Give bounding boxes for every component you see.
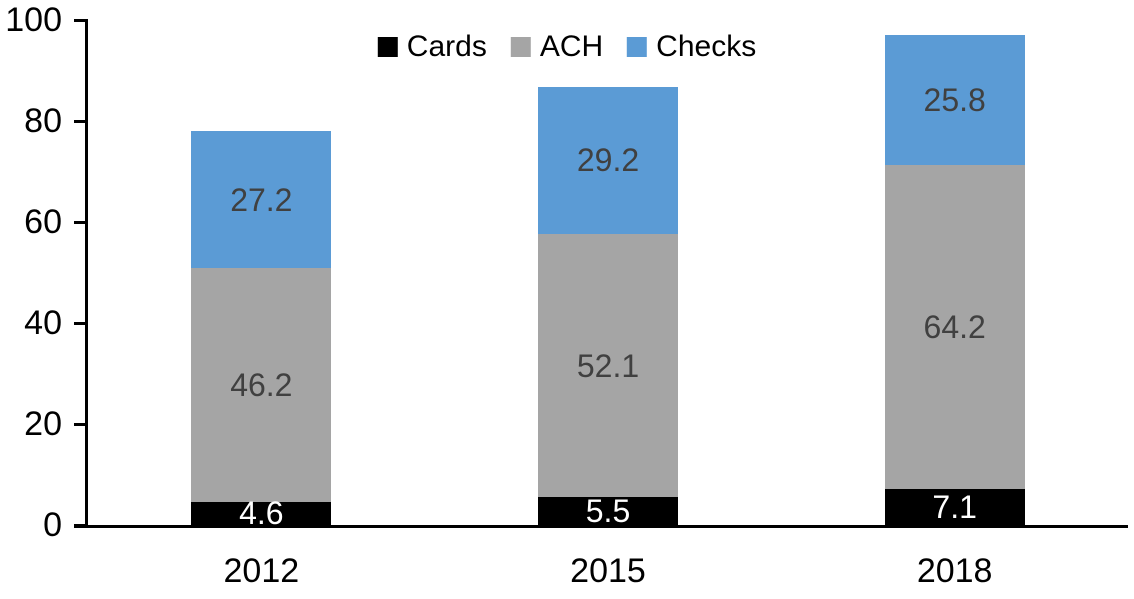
bar-segment-checks-2012 [191, 131, 332, 269]
legend-label-checks: Checks [656, 30, 757, 63]
data-label-ach-2012: 46.2 [230, 367, 293, 404]
x-axis-category-label: 2012 [223, 552, 300, 590]
data-label-ach-2018: 64.2 [923, 309, 986, 346]
x-axis-category-label: 2018 [916, 552, 993, 590]
data-label-checks-2015: 29.2 [576, 142, 640, 179]
data-label-checks-2018: 25.8 [923, 81, 986, 118]
y-axis-tick-label: 20 [24, 405, 62, 443]
legend-swatch-checks-icon [627, 37, 648, 57]
legend-item-checks: Checks [627, 29, 756, 65]
x-axis-category-label: 2015 [570, 552, 646, 590]
x-axis-line [74, 525, 1128, 528]
data-label-cards-2012: 4.6 [239, 495, 284, 532]
legend-label-ach: ACH [539, 30, 604, 63]
bar-segment-ach-2018 [884, 164, 1025, 490]
legend-item-ach: ACH [510, 29, 604, 65]
y-tick-mark [74, 422, 85, 426]
y-axis-tick-label: 40 [24, 304, 62, 342]
bar-segment-ach-2012 [191, 268, 332, 502]
data-label-ach-2015: 52.1 [576, 347, 640, 384]
bar-segment-checks-2015 [538, 86, 678, 235]
y-tick-mark [74, 18, 85, 22]
y-axis-tick-label: 100 [5, 1, 62, 39]
bar-segment-cards-2012 [191, 501, 332, 525]
bar-segment-checks-2018 [884, 34, 1025, 165]
legend-swatch-cards-icon [377, 37, 398, 57]
bar-segment-ach-2015 [538, 234, 678, 498]
y-axis-line [85, 19, 88, 528]
legend-swatch-ach-icon [510, 37, 531, 57]
y-axis-tick-label: 80 [24, 102, 62, 140]
legend-item-cards: Cards [377, 29, 487, 65]
y-tick-mark [74, 119, 85, 123]
bar-segment-cards-2018 [884, 489, 1025, 525]
y-tick-mark [74, 523, 85, 527]
data-label-cards-2015: 5.5 [585, 493, 631, 530]
legend-label-cards: Cards [406, 30, 487, 63]
data-label-cards-2018: 7.1 [932, 489, 977, 526]
y-axis-tick-label: 0 [43, 506, 62, 544]
y-tick-mark [74, 321, 85, 325]
y-tick-mark [74, 220, 85, 224]
bar-segment-cards-2015 [538, 497, 678, 525]
y-axis-tick-label: 60 [24, 203, 62, 241]
data-label-checks-2012: 27.2 [230, 181, 293, 218]
chart-legend: Cards ACH Checks [377, 29, 756, 65]
